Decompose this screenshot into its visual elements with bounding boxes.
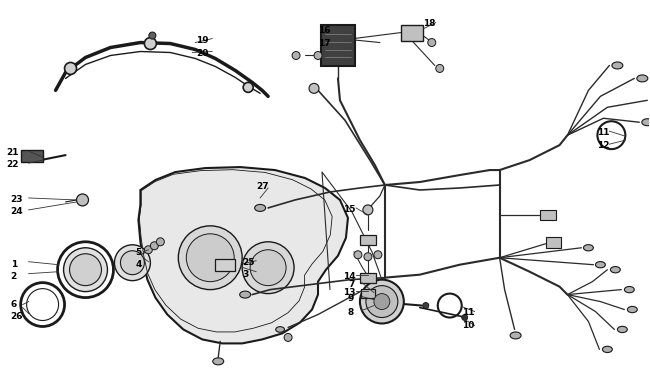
Circle shape [363, 205, 373, 215]
Text: 11: 11 [462, 308, 474, 317]
Text: 13: 13 [343, 288, 356, 296]
Ellipse shape [637, 75, 648, 82]
Circle shape [144, 246, 152, 254]
Text: 15: 15 [343, 205, 356, 214]
Circle shape [120, 251, 144, 275]
Circle shape [374, 251, 382, 259]
Circle shape [284, 333, 292, 341]
Ellipse shape [276, 327, 285, 332]
Text: 1: 1 [10, 260, 17, 269]
Circle shape [243, 82, 253, 92]
FancyBboxPatch shape [545, 237, 562, 248]
Text: 20: 20 [196, 48, 209, 58]
Text: 8: 8 [348, 308, 354, 317]
Text: 2: 2 [10, 272, 17, 281]
FancyBboxPatch shape [321, 25, 355, 67]
Ellipse shape [627, 307, 637, 313]
Text: 3: 3 [242, 270, 248, 279]
Circle shape [187, 234, 234, 282]
Text: 24: 24 [10, 207, 23, 216]
Circle shape [428, 39, 436, 46]
Ellipse shape [642, 119, 650, 126]
Ellipse shape [255, 205, 266, 211]
Circle shape [114, 245, 150, 280]
Circle shape [144, 38, 157, 49]
Text: 22: 22 [6, 160, 20, 169]
Circle shape [178, 226, 242, 290]
Ellipse shape [610, 267, 620, 273]
Text: 17: 17 [318, 39, 331, 48]
Circle shape [250, 250, 286, 286]
Text: 5: 5 [135, 248, 142, 257]
Circle shape [309, 83, 319, 93]
FancyBboxPatch shape [215, 259, 235, 271]
Circle shape [242, 242, 294, 294]
Circle shape [70, 254, 101, 286]
Circle shape [364, 253, 372, 261]
Circle shape [374, 294, 390, 310]
FancyBboxPatch shape [21, 150, 43, 162]
Circle shape [366, 286, 398, 318]
Text: 25: 25 [242, 258, 255, 267]
Circle shape [462, 314, 468, 321]
Circle shape [150, 242, 159, 250]
Circle shape [77, 194, 88, 206]
Circle shape [64, 62, 77, 74]
Text: 4: 4 [135, 260, 142, 269]
FancyBboxPatch shape [361, 289, 375, 298]
Text: 11: 11 [597, 128, 610, 137]
Circle shape [354, 251, 362, 259]
Circle shape [436, 64, 444, 73]
Text: 10: 10 [462, 321, 474, 330]
Ellipse shape [213, 358, 224, 365]
Circle shape [422, 302, 429, 308]
Text: 9: 9 [348, 294, 354, 302]
Text: 21: 21 [6, 148, 20, 157]
Ellipse shape [240, 291, 251, 298]
Ellipse shape [603, 346, 612, 353]
Text: 14: 14 [343, 272, 356, 281]
Text: 26: 26 [10, 311, 23, 321]
Ellipse shape [595, 262, 605, 268]
Circle shape [360, 280, 404, 324]
Polygon shape [138, 167, 348, 343]
Circle shape [149, 32, 156, 39]
FancyBboxPatch shape [540, 210, 556, 220]
Text: 16: 16 [318, 26, 330, 35]
Ellipse shape [618, 326, 627, 333]
Text: 27: 27 [256, 182, 268, 191]
Circle shape [64, 248, 107, 292]
Text: 7: 7 [348, 280, 354, 289]
Circle shape [292, 51, 300, 60]
Text: 19: 19 [196, 36, 209, 45]
Text: 23: 23 [10, 195, 23, 204]
Ellipse shape [510, 332, 521, 339]
Text: 12: 12 [597, 141, 610, 150]
Circle shape [157, 238, 164, 246]
FancyBboxPatch shape [360, 235, 376, 245]
Ellipse shape [584, 245, 593, 251]
Ellipse shape [612, 62, 623, 69]
FancyBboxPatch shape [401, 25, 423, 41]
Ellipse shape [625, 286, 634, 293]
Text: 6: 6 [10, 299, 17, 309]
FancyBboxPatch shape [360, 273, 376, 283]
Text: 18: 18 [422, 19, 436, 28]
Circle shape [314, 51, 322, 60]
